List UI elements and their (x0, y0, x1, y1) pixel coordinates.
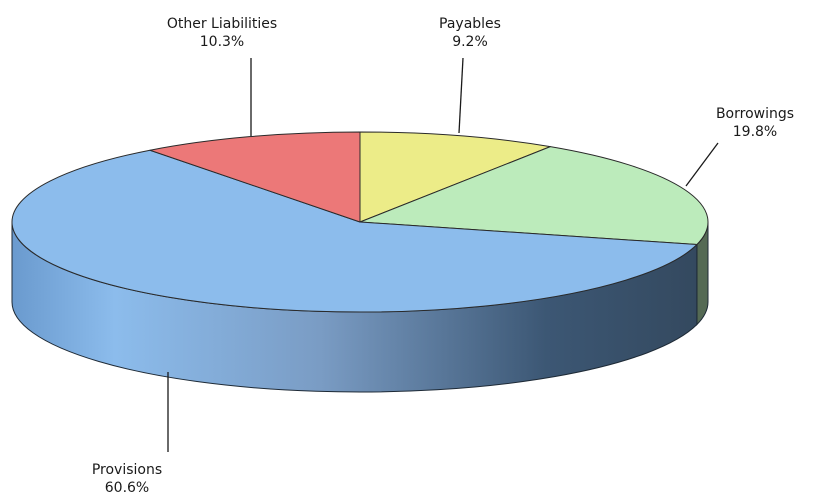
slice-value-payables: 9.2% (452, 34, 488, 50)
slice-label-other-liabilities: Other Liabilities (167, 16, 277, 32)
slice-provisions (11, 149, 698, 313)
slice-label-payables: Payables (439, 16, 501, 32)
slice-value-other-liabilities: 10.3% (200, 34, 244, 50)
slice-label-borrowings: Borrowings (716, 106, 794, 122)
callout-lines (167, 57, 719, 452)
pie-top-faces (11, 131, 709, 313)
slice-other-liabilities (149, 131, 361, 223)
callout-line-borrowings (685, 142, 719, 187)
slice-label-provisions: Provisions (92, 462, 162, 478)
slice-value-borrowings: 19.8% (733, 124, 777, 140)
slice-payables (359, 131, 551, 223)
callout-line-payables (458, 57, 464, 134)
slice-value-provisions: 60.6% (105, 480, 149, 492)
slice-labels: Payables 9.2% Borrowings 19.8% Provisions 60.… (92, 16, 794, 496)
slice-borrowings (359, 146, 709, 246)
